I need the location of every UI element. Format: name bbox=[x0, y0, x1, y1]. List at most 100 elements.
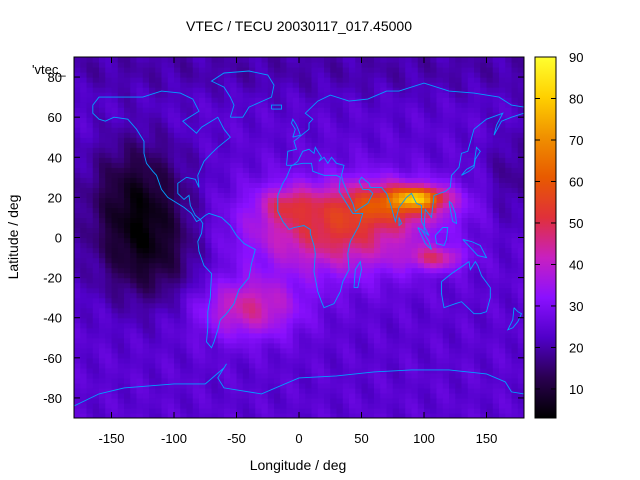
heatmap-cell bbox=[442, 152, 450, 158]
heatmap-cell bbox=[317, 382, 325, 389]
heatmap-cell bbox=[305, 317, 313, 324]
heatmap-cell bbox=[274, 212, 281, 219]
heatmap-cell bbox=[361, 262, 369, 269]
heatmap-cell bbox=[124, 187, 131, 193]
heatmap-cell bbox=[480, 332, 488, 339]
heatmap-cell bbox=[336, 252, 344, 259]
heatmap-cell bbox=[486, 142, 494, 148]
heatmap-cell bbox=[149, 297, 156, 304]
heatmap-cell bbox=[161, 182, 169, 188]
heatmap-cell bbox=[411, 112, 419, 118]
heatmap-cell bbox=[392, 177, 400, 183]
heatmap-cell bbox=[342, 207, 350, 214]
heatmap-cell bbox=[480, 182, 488, 188]
heatmap-cell bbox=[405, 187, 413, 193]
heatmap-cell bbox=[411, 82, 419, 88]
heatmap-cell bbox=[167, 257, 175, 264]
heatmap-cell bbox=[442, 212, 450, 219]
heatmap-cell bbox=[305, 142, 313, 148]
heatmap-cell bbox=[411, 267, 419, 274]
heatmap-cell bbox=[105, 227, 113, 234]
heatmap-cell bbox=[405, 337, 413, 344]
heatmap-cell bbox=[505, 202, 513, 209]
heatmap-cell bbox=[436, 372, 444, 379]
heatmap-cell bbox=[155, 412, 163, 418]
heatmap-cell bbox=[349, 92, 356, 98]
heatmap-cell bbox=[92, 342, 100, 349]
heatmap-cell bbox=[199, 297, 206, 304]
heatmap-cell bbox=[124, 117, 131, 123]
heatmap-cell bbox=[292, 307, 300, 314]
heatmap-cell bbox=[280, 117, 288, 123]
heatmap-cell bbox=[149, 242, 156, 249]
heatmap-cell bbox=[167, 292, 175, 299]
heatmap-cell bbox=[130, 272, 138, 279]
heatmap-cell bbox=[361, 307, 369, 314]
heatmap-cell bbox=[242, 112, 250, 118]
heatmap-cell bbox=[211, 77, 219, 83]
heatmap-cell bbox=[480, 402, 488, 409]
heatmap-cell bbox=[280, 292, 288, 299]
heatmap-cell bbox=[105, 342, 113, 349]
heatmap-cell bbox=[386, 237, 394, 244]
heatmap-cell bbox=[367, 267, 375, 274]
heatmap-cell bbox=[461, 222, 469, 229]
heatmap-cell bbox=[255, 262, 263, 269]
heatmap-cell bbox=[299, 112, 306, 118]
heatmap-cell bbox=[424, 162, 431, 168]
heatmap-cell bbox=[505, 242, 513, 249]
heatmap-cell bbox=[499, 272, 506, 279]
heatmap-cell bbox=[417, 347, 425, 354]
heatmap-cell bbox=[174, 77, 181, 83]
heatmap-cell bbox=[330, 237, 338, 244]
heatmap-cell bbox=[417, 367, 425, 374]
heatmap-cell bbox=[186, 322, 194, 329]
heatmap-cell bbox=[317, 132, 325, 138]
heatmap-cell bbox=[86, 142, 94, 148]
heatmap-cell bbox=[105, 97, 113, 103]
heatmap-cell bbox=[411, 207, 419, 214]
heatmap-cell bbox=[205, 127, 213, 133]
heatmap-cell bbox=[286, 197, 294, 203]
heatmap-cell bbox=[161, 377, 169, 384]
heatmap-cell bbox=[192, 107, 200, 113]
heatmap-cell bbox=[505, 227, 513, 234]
heatmap-cell bbox=[92, 87, 100, 93]
heatmap-cell bbox=[424, 382, 431, 389]
heatmap-cell bbox=[386, 227, 394, 234]
heatmap-cell bbox=[242, 387, 250, 394]
heatmap-cell bbox=[167, 82, 175, 88]
heatmap-cell bbox=[317, 217, 325, 224]
heatmap-cell bbox=[111, 212, 119, 219]
heatmap-cell bbox=[242, 247, 250, 254]
heatmap-cell bbox=[511, 277, 519, 284]
heatmap-cell bbox=[92, 197, 100, 203]
heatmap-cell bbox=[111, 362, 119, 369]
heatmap-cell bbox=[74, 192, 81, 198]
heatmap-cell bbox=[430, 242, 438, 249]
heatmap-cell bbox=[224, 72, 231, 78]
heatmap-cell bbox=[261, 102, 269, 108]
heatmap-cell bbox=[180, 332, 188, 339]
heatmap-cell bbox=[155, 342, 163, 349]
heatmap-cell bbox=[205, 412, 213, 418]
heatmap-cell bbox=[317, 342, 325, 349]
heatmap-cell bbox=[186, 327, 194, 334]
heatmap-cell bbox=[180, 207, 188, 214]
heatmap-cell bbox=[99, 67, 106, 73]
heatmap-cell bbox=[211, 232, 219, 239]
heatmap-cell bbox=[511, 142, 519, 148]
heatmap-cell bbox=[361, 347, 369, 354]
heatmap-cell bbox=[74, 292, 81, 299]
heatmap-cell bbox=[92, 322, 100, 329]
heatmap-cell bbox=[199, 247, 206, 254]
heatmap-cell bbox=[280, 402, 288, 409]
heatmap-cell bbox=[311, 182, 319, 188]
heatmap-cell bbox=[436, 212, 444, 219]
heatmap-cell bbox=[180, 202, 188, 209]
heatmap-cell bbox=[336, 297, 344, 304]
heatmap-cell bbox=[192, 362, 200, 369]
heatmap-cell bbox=[411, 142, 419, 148]
heatmap-cell bbox=[424, 147, 431, 153]
heatmap-cell bbox=[430, 142, 438, 148]
